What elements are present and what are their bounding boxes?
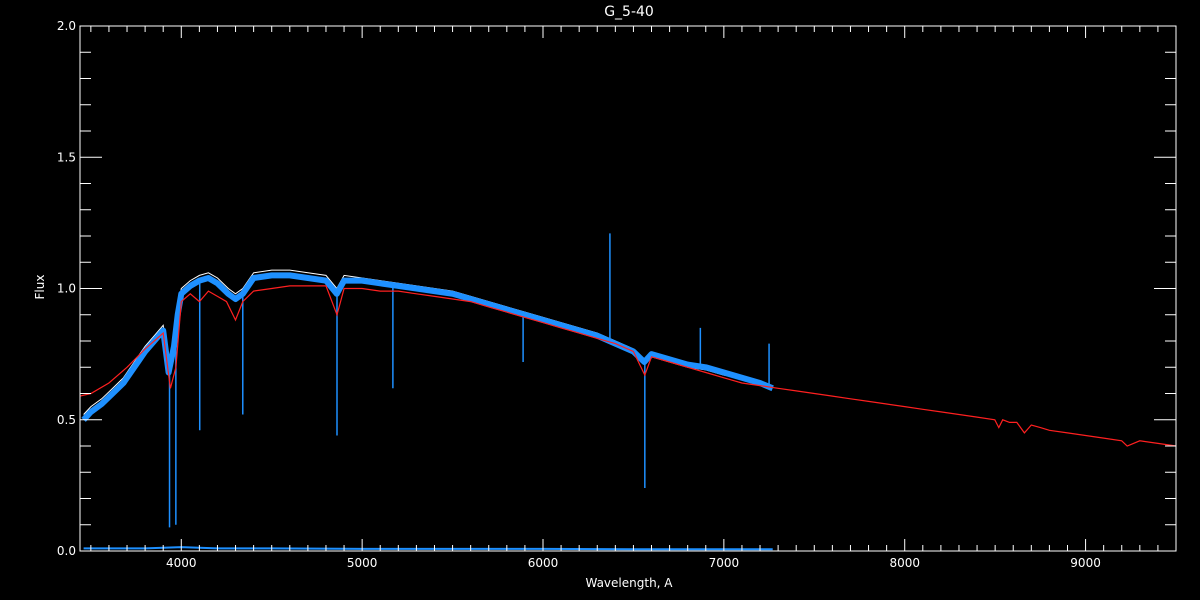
series-model-line xyxy=(79,285,1177,447)
x-tick-label: 6000 xyxy=(528,556,559,570)
axes: 4000 5000 6000 7000 8000 9000 0.0 0.5 1.0 1.5 2.0 xyxy=(57,19,1177,570)
y-tick-label: 1.5 xyxy=(57,150,76,164)
y-axis-label: Flux xyxy=(33,275,47,300)
x-tick-label: 9000 xyxy=(1070,556,1101,570)
plot-area xyxy=(79,233,1177,551)
y-tick-label: 0.5 xyxy=(57,413,76,427)
y-tick-label: 1.0 xyxy=(57,282,76,296)
x-tick-label: 5000 xyxy=(347,556,378,570)
chart-title: G_5-40 xyxy=(604,4,654,20)
series-error-line xyxy=(83,546,773,551)
x-tick-label: 8000 xyxy=(889,556,920,570)
x-tick-label: 4000 xyxy=(166,556,197,570)
y-tick-label: 2.0 xyxy=(57,19,76,33)
x-tick-label: 7000 xyxy=(709,556,740,570)
x-axis-label: Wavelength, A xyxy=(585,576,673,590)
y-tick-label: 0.0 xyxy=(57,544,76,558)
